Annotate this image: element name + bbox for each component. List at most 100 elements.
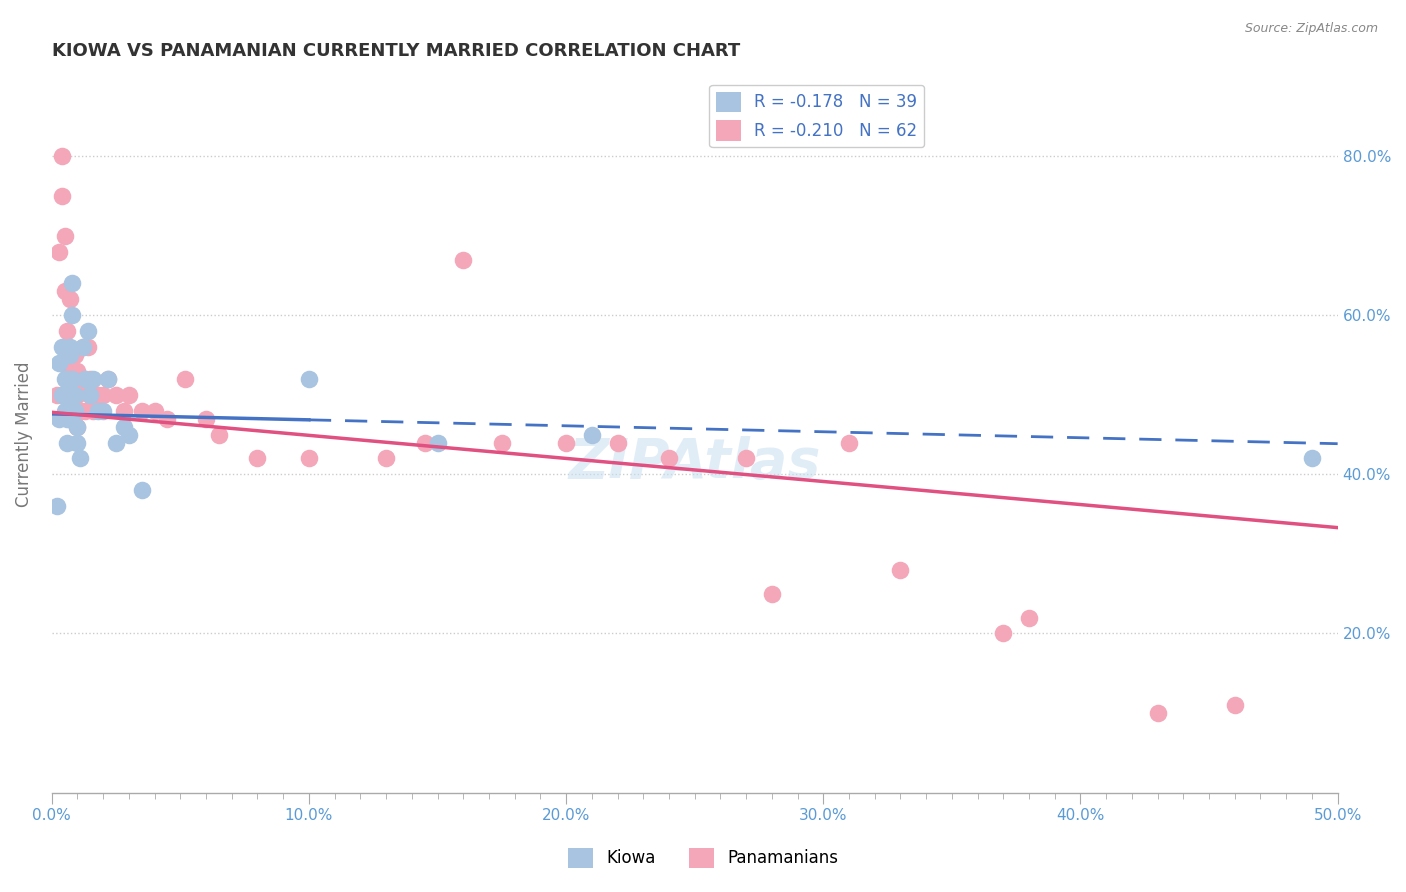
Point — [59, 340, 82, 354]
Point — [51, 149, 73, 163]
Point — [51, 388, 73, 402]
Point — [56, 372, 79, 386]
Point — [53, 388, 76, 402]
Point — [195, 411, 218, 425]
Point — [66, 419, 89, 434]
Point — [91, 403, 114, 417]
Point — [156, 411, 179, 425]
Point — [45, 388, 67, 402]
Point — [48, 244, 70, 259]
Point — [75, 372, 97, 386]
Point — [606, 435, 628, 450]
Point — [66, 364, 89, 378]
Point — [735, 451, 758, 466]
Point — [1018, 610, 1040, 624]
Legend: Kiowa, Panamanians: Kiowa, Panamanians — [561, 841, 845, 875]
Point — [298, 372, 321, 386]
Y-axis label: Currently Married: Currently Married — [15, 362, 32, 508]
Point — [60, 388, 83, 402]
Text: Source: ZipAtlas.com: Source: ZipAtlas.com — [1244, 22, 1378, 36]
Point — [75, 372, 97, 386]
Point — [51, 340, 73, 354]
Legend: R = -0.178   N = 39, R = -0.210   N = 62: R = -0.178 N = 39, R = -0.210 N = 62 — [710, 85, 924, 147]
Point — [60, 372, 83, 386]
Point — [45, 499, 67, 513]
Point — [56, 435, 79, 450]
Point — [97, 372, 120, 386]
Point — [59, 388, 82, 402]
Point — [69, 380, 91, 394]
Point — [118, 388, 141, 402]
Point — [53, 388, 76, 402]
Point — [63, 403, 86, 417]
Point — [63, 348, 86, 362]
Point — [426, 435, 449, 450]
Point — [66, 419, 89, 434]
Point — [555, 435, 578, 450]
Point — [66, 388, 89, 402]
Point — [51, 189, 73, 203]
Point — [82, 403, 104, 417]
Point — [56, 324, 79, 338]
Text: ZIPAtlas: ZIPAtlas — [568, 436, 821, 491]
Point — [53, 372, 76, 386]
Point — [56, 348, 79, 362]
Point — [59, 293, 82, 307]
Point — [82, 372, 104, 386]
Point — [63, 388, 86, 402]
Text: KIOWA VS PANAMANIAN CURRENTLY MARRIED CORRELATION CHART: KIOWA VS PANAMANIAN CURRENTLY MARRIED CO… — [52, 42, 740, 60]
Point — [1146, 706, 1168, 720]
Point — [131, 403, 153, 417]
Point — [413, 435, 436, 450]
Point — [75, 403, 97, 417]
Point — [174, 372, 197, 386]
Point — [56, 372, 79, 386]
Point — [131, 483, 153, 498]
Point — [69, 451, 91, 466]
Point — [118, 427, 141, 442]
Point — [97, 372, 120, 386]
Point — [87, 403, 110, 417]
Point — [56, 411, 79, 425]
Point — [79, 372, 101, 386]
Point — [112, 419, 135, 434]
Point — [761, 587, 783, 601]
Point — [72, 340, 94, 354]
Point — [451, 252, 474, 267]
Point — [105, 388, 128, 402]
Point — [63, 403, 86, 417]
Point — [59, 364, 82, 378]
Point — [59, 348, 82, 362]
Point — [1301, 451, 1323, 466]
Point — [76, 340, 98, 354]
Point — [66, 435, 89, 450]
Point — [53, 285, 76, 299]
Point — [889, 563, 911, 577]
Point — [69, 403, 91, 417]
Point — [491, 435, 513, 450]
Point — [79, 388, 101, 402]
Point — [87, 388, 110, 402]
Point — [63, 388, 86, 402]
Point — [72, 372, 94, 386]
Point — [60, 308, 83, 322]
Point — [298, 451, 321, 466]
Point — [48, 356, 70, 370]
Point — [658, 451, 681, 466]
Point — [60, 411, 83, 425]
Point — [838, 435, 860, 450]
Point — [59, 403, 82, 417]
Point — [48, 411, 70, 425]
Point — [53, 228, 76, 243]
Point — [246, 451, 269, 466]
Point — [91, 388, 114, 402]
Point — [112, 403, 135, 417]
Point — [76, 324, 98, 338]
Point — [143, 403, 166, 417]
Point — [993, 626, 1015, 640]
Point — [375, 451, 398, 466]
Point — [53, 403, 76, 417]
Point — [59, 388, 82, 402]
Point — [208, 427, 231, 442]
Point — [60, 277, 83, 291]
